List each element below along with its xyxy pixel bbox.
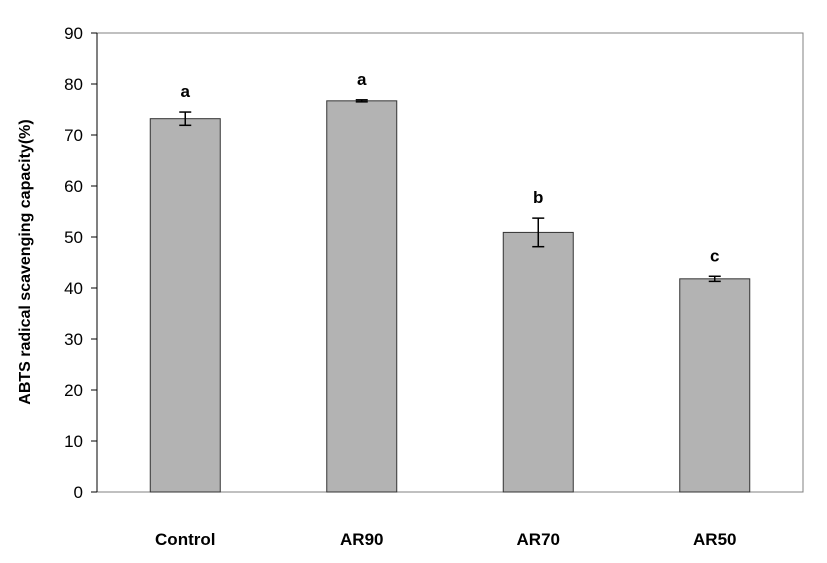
significance-label: b	[533, 188, 543, 207]
significance-label: c	[710, 246, 719, 265]
bar-ar70	[502, 231, 574, 493]
y-axis: 0 10 20 30 40 50 60 70 80 90	[64, 24, 98, 502]
y-tick-label: 10	[64, 432, 83, 451]
bar-series: a a b c	[149, 70, 751, 493]
x-axis: Control AR90 AR70 AR50	[155, 530, 736, 549]
x-category-label: AR70	[517, 530, 560, 549]
y-tick-label: 60	[64, 177, 83, 196]
x-category-label: Control	[155, 530, 215, 549]
y-axis-label: ABTS radical scavenging capacity(%)	[17, 119, 34, 404]
significance-label: a	[181, 82, 191, 101]
bar-ar50	[679, 278, 751, 493]
y-tick-label: 70	[64, 126, 83, 145]
bar-ar90	[326, 100, 398, 493]
y-tick-label: 0	[74, 483, 83, 502]
y-tick-label: 90	[64, 24, 83, 43]
y-tick-label: 30	[64, 330, 83, 349]
y-tick-label: 40	[64, 279, 83, 298]
x-category-label: AR50	[693, 530, 736, 549]
significance-label: a	[357, 70, 367, 89]
x-category-label: AR90	[340, 530, 383, 549]
y-tick-label: 80	[64, 75, 83, 94]
y-tick-label: 50	[64, 228, 83, 247]
y-tick-label: 20	[64, 381, 83, 400]
bar-control	[149, 118, 221, 493]
